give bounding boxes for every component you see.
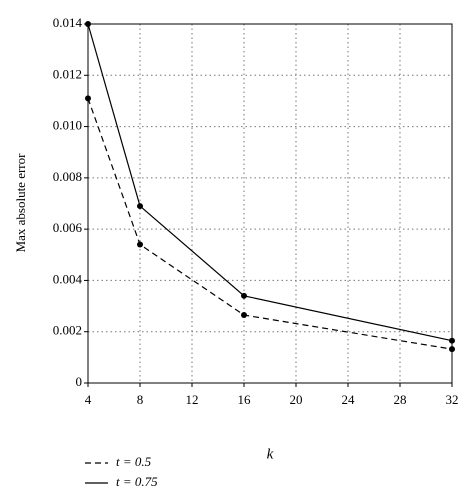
- data-point: [449, 346, 455, 353]
- y-axis-label: Max absolute error: [13, 153, 28, 253]
- x-tick-label: 4: [85, 392, 92, 407]
- y-tick-label: 0.012: [53, 66, 82, 81]
- data-point: [241, 312, 247, 319]
- data-point: [241, 292, 247, 299]
- x-tick-label: 12: [186, 392, 199, 407]
- y-tick-label: 0.006: [53, 220, 83, 235]
- data-point: [85, 21, 91, 27]
- y-tick-label: 0.002: [53, 323, 82, 338]
- x-tick-label: 24: [342, 392, 356, 407]
- x-axis-label: k: [267, 446, 274, 462]
- y-tick-label: 0.010: [53, 118, 82, 133]
- series-line: [87, 23, 453, 342]
- data-point: [137, 241, 143, 248]
- x-tick-label: 28: [394, 392, 407, 407]
- plot-frame: [87, 23, 453, 384]
- y-tick-label: 0.008: [53, 169, 82, 184]
- legend-label: t = 0.5: [116, 454, 152, 469]
- x-tick-label: 32: [446, 392, 459, 407]
- x-tick-label: 8: [137, 392, 144, 407]
- data-point: [449, 337, 455, 344]
- y-tick-label: 0.014: [53, 15, 83, 30]
- series-line: [87, 98, 453, 350]
- legend-label: t = 0.75: [116, 474, 158, 489]
- y-tick-label: 0.004: [53, 271, 83, 286]
- x-tick-label: 16: [238, 392, 252, 407]
- y-tick-label: 0: [76, 374, 83, 389]
- data-point: [137, 203, 143, 210]
- data-point: [85, 95, 91, 102]
- x-tick-label: 20: [290, 392, 303, 407]
